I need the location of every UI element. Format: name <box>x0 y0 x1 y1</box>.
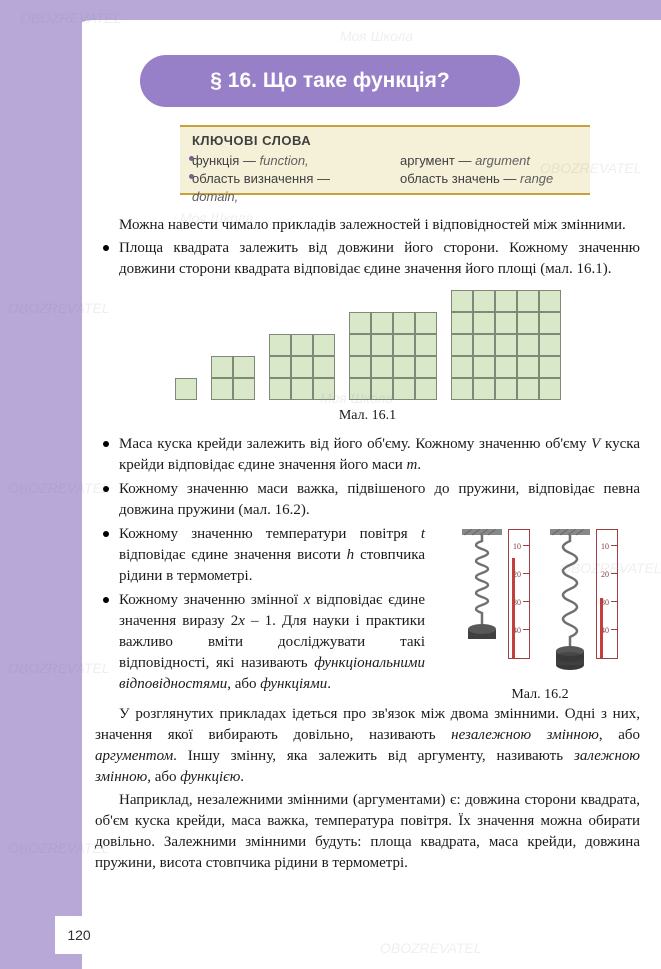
figure-caption-1: Мал. 16.1 <box>95 406 640 426</box>
list-item: Кожному значенню температури повітря t в… <box>95 524 425 587</box>
keywords-box: КЛЮЧОВІ СЛОВА функція — function, област… <box>180 125 590 195</box>
sidebar-stripe <box>54 20 82 969</box>
page-content: Можна навести чимало прикладів залежност… <box>95 215 640 876</box>
keywords-col-1: функція — function, область визначення —… <box>192 152 370 207</box>
list-item: Маса куска крейди залежить від його об'є… <box>95 434 640 476</box>
figure-caption-2: Мал. 16.2 <box>440 685 640 705</box>
spring-icon <box>550 529 590 679</box>
list-item: Кожному значенню маси важка, підвішеного… <box>95 479 640 521</box>
bullet-icon <box>103 245 109 251</box>
section-header: § 16. Що таке функція? <box>140 55 520 107</box>
keywords-title: КЛЮЧОВІ СЛОВА <box>192 133 578 148</box>
paragraph: У розглянутих прикладах ідеться про зв'я… <box>95 704 640 788</box>
bullet-icon <box>103 441 109 447</box>
paragraph: Наприклад, незалежними змінними (аргумен… <box>95 790 640 874</box>
bullet-decor <box>189 174 194 179</box>
section-title: § 16. Що таке функція? <box>210 69 449 93</box>
figure-springs: 10203040 10203040 <box>440 524 640 705</box>
list-item: Площа квадрата залежить від довжини його… <box>95 238 640 280</box>
list-item: Кожному значенню змінної x відповідає єд… <box>95 590 425 695</box>
thermometer-scale: 10203040 <box>508 529 530 659</box>
spring-icon <box>462 529 502 679</box>
bullet-icon <box>103 597 109 603</box>
thermometer-scale: 10203040 <box>596 529 618 659</box>
keywords-col-2: аргумент — argument область значень — ra… <box>400 152 578 207</box>
bullet-icon <box>103 531 109 537</box>
bullet-decor <box>189 156 194 161</box>
paragraph-intro: Можна навести чимало прикладів залежност… <box>95 215 640 236</box>
bullet-icon <box>103 486 109 492</box>
figure-squares <box>95 290 640 400</box>
